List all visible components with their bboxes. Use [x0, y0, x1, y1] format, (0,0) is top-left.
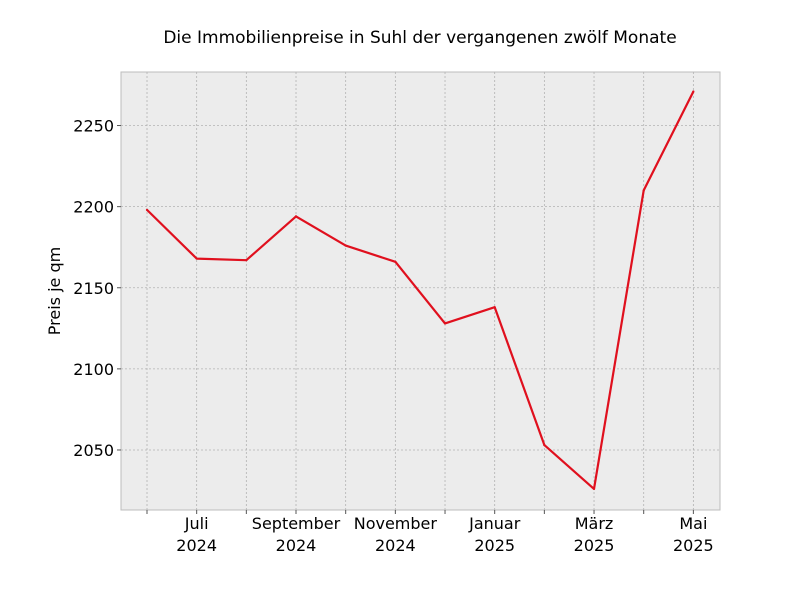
data-point	[245, 259, 248, 262]
chart-title: Die Immobilienpreise in Suhl der vergang…	[163, 28, 676, 48]
series-layer	[145, 90, 695, 491]
x-tick-label: Mai 2025	[673, 514, 714, 555]
data-point	[543, 444, 546, 447]
x-tick-label: September 2024	[252, 514, 341, 555]
x-tick-label: März 2025	[574, 514, 615, 555]
data-point	[344, 244, 347, 247]
data-point	[294, 215, 298, 218]
x-tick-label: Juli 2024	[176, 514, 217, 555]
y-tick-label: 2200	[73, 198, 114, 217]
y-tick-label: 2250	[73, 117, 114, 136]
data-point	[443, 322, 447, 325]
data-point	[145, 208, 149, 211]
grid-lines	[121, 72, 720, 510]
data-point	[692, 90, 695, 93]
data-point	[493, 306, 496, 309]
plot-area	[120, 71, 721, 511]
y-axis: 2050 2100 2150 2200 2250	[73, 117, 121, 460]
x-axis: Juli 2024 September 2024 November 2024 Januar 2…	[146, 510, 714, 555]
y-tick-label: 2100	[73, 360, 114, 379]
x-tick-label: Januar 2025	[468, 514, 521, 555]
data-point	[592, 487, 596, 491]
data-point	[394, 260, 397, 263]
x-tick-label: November 2024	[354, 514, 438, 555]
data-point	[642, 189, 645, 192]
data-point	[195, 257, 198, 260]
y-tick-label: 2050	[73, 441, 114, 460]
series-line	[146, 91, 695, 490]
y-tick-label: 2150	[73, 279, 114, 298]
y-axis-label: Preis je qm	[45, 247, 64, 335]
